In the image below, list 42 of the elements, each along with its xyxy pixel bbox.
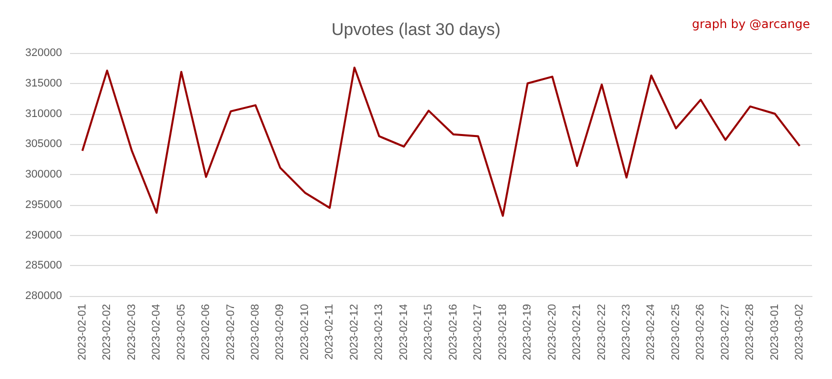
x-tick-label: 2023-02-16 — [447, 304, 460, 360]
x-tick-label: 2023-02-02 — [101, 304, 114, 360]
y-tick-label: 280000 — [25, 290, 62, 302]
x-tick-label: 2023-02-21 — [571, 304, 584, 360]
x-tick-label: 2023-02-28 — [744, 304, 756, 360]
x-tick-label: 2023-02-07 — [224, 304, 237, 360]
y-tick-label: 300000 — [25, 168, 62, 180]
x-tick-label: 2023-02-18 — [496, 304, 509, 360]
x-tick-label: 2023-03-02 — [794, 304, 806, 360]
y-tick-label: 295000 — [25, 198, 62, 211]
y-tick-label: 310000 — [25, 108, 62, 120]
x-tick-label: 2023-02-17 — [472, 304, 484, 360]
x-tick-label: 2023-02-23 — [620, 304, 632, 360]
x-tick-label: 2023-02-11 — [324, 304, 336, 360]
x-tick-label: 2023-02-03 — [126, 304, 138, 360]
y-tick-label: 285000 — [25, 260, 62, 272]
x-tick-label: 2023-02-25 — [670, 304, 682, 360]
x-tick-label: 2023-02-06 — [200, 304, 212, 360]
x-tick-label: 2023-02-08 — [250, 304, 262, 360]
x-tick-label: 2023-02-05 — [175, 304, 188, 360]
x-tick-label: 2023-02-26 — [694, 304, 707, 360]
x-tick-label: 2023-02-27 — [719, 304, 732, 360]
x-tick-label: 2023-02-22 — [596, 304, 608, 360]
x-tick-label: 2023-02-13 — [373, 304, 386, 360]
x-tick-label: 2023-02-15 — [422, 304, 435, 360]
chart-title: Upvotes (last 30 days) — [331, 20, 501, 39]
y-tick-label: 305000 — [25, 138, 62, 150]
y-tick-label: 290000 — [25, 229, 62, 242]
x-tick-label: 2023-03-01 — [768, 304, 781, 360]
x-tick-label: 2023-02-09 — [274, 304, 286, 360]
x-tick-label: 2023-02-20 — [546, 304, 558, 360]
y-tick-label: 315000 — [25, 77, 62, 90]
x-tick-label: 2023-02-01 — [76, 304, 88, 360]
x-tick-label: 2023-02-10 — [298, 304, 311, 360]
text: graph by @arcange — [692, 17, 810, 31]
x-tick-label: 2023-02-19 — [522, 304, 534, 360]
x-tick-label: 2023-02-04 — [150, 304, 163, 360]
y-tick-label: 320000 — [25, 47, 62, 59]
x-tick-label: 2023-02-14 — [398, 304, 410, 360]
x-tick-label: 2023-02-24 — [645, 304, 658, 360]
x-tick-label: 2023-02-12 — [348, 304, 360, 360]
line-series — [81, 66, 801, 217]
